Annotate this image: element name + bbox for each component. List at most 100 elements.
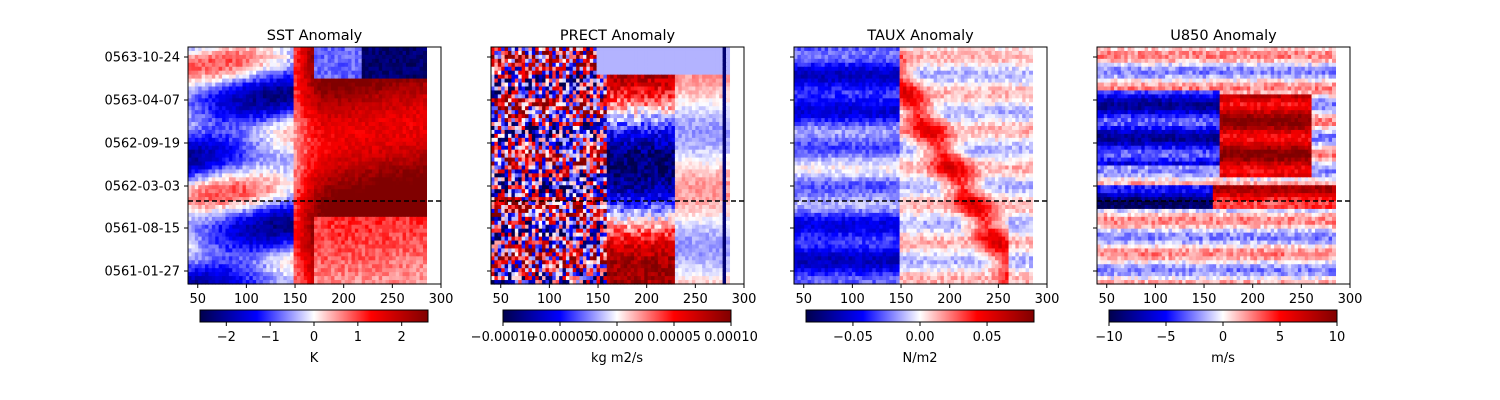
heatmap-cell <box>501 50 506 56</box>
heatmap-cell <box>249 50 254 56</box>
heatmap-cell <box>269 185 274 190</box>
heatmap-cell <box>314 165 319 171</box>
heatmap-cell <box>188 161 193 167</box>
heatmap-cell <box>188 197 193 202</box>
heatmap-cell <box>228 240 233 246</box>
heatmap-cell <box>344 90 349 95</box>
heatmap-cell <box>341 82 346 88</box>
heatmap-cell <box>286 193 291 198</box>
heatmap-cell <box>262 193 267 198</box>
heatmap-cell <box>239 216 244 222</box>
heatmap-cell <box>348 153 353 159</box>
heatmap-cell <box>545 78 550 84</box>
heatmap-cell <box>341 58 346 64</box>
heatmap-cell <box>647 86 652 92</box>
heatmap-cell <box>344 58 349 64</box>
heatmap-cell <box>211 173 216 178</box>
heatmap-cell <box>283 224 288 230</box>
heatmap-cell <box>276 141 281 147</box>
heatmap-cell <box>266 133 271 139</box>
heatmap-cell <box>266 114 271 119</box>
heatmap-cell <box>603 70 608 76</box>
heatmap-cell <box>317 86 322 92</box>
heatmap-cell <box>412 220 417 226</box>
heatmap-cell <box>290 236 295 242</box>
heatmap-cell <box>198 260 203 265</box>
heatmap-cell <box>320 137 325 143</box>
heatmap-cell <box>494 74 499 80</box>
heatmap-cell <box>245 161 250 167</box>
heatmap-cell <box>392 114 397 119</box>
heatmap-cell <box>256 244 261 250</box>
heatmap-cell <box>303 220 308 226</box>
heatmap-cell <box>708 58 713 64</box>
heatmap-cell <box>296 66 301 72</box>
heatmap-cell <box>211 212 216 218</box>
heatmap-cell <box>259 216 264 222</box>
heatmap-cell <box>423 236 428 242</box>
heatmap-cell <box>719 78 724 84</box>
heatmap-cell <box>198 47 203 52</box>
heatmap-cell <box>348 145 353 151</box>
heatmap-cell <box>310 58 315 64</box>
heatmap-cell <box>245 232 250 238</box>
heatmap-cell <box>508 82 513 88</box>
heatmap-cell <box>320 169 325 174</box>
heatmap-cell <box>327 268 332 273</box>
heatmap-cell <box>208 236 213 242</box>
heatmap-cell <box>555 74 560 80</box>
heatmap-cell <box>242 165 247 171</box>
heatmap-cell <box>388 82 393 88</box>
heatmap-cell <box>409 86 414 92</box>
heatmap-cell <box>194 260 199 265</box>
heatmap-cell <box>320 236 325 242</box>
heatmap-cell <box>399 280 404 285</box>
heatmap-cell <box>361 216 366 222</box>
heatmap-cell <box>657 58 662 64</box>
heatmap-cell <box>579 74 584 80</box>
heatmap-cell <box>348 185 353 190</box>
heatmap-cell <box>423 205 428 210</box>
heatmap-cell <box>640 50 645 56</box>
heatmap-cell <box>218 58 223 64</box>
heatmap-cell <box>334 54 339 60</box>
heatmap-cell <box>494 50 499 56</box>
heatmap-cell <box>395 236 400 242</box>
heatmap-cell <box>525 78 530 84</box>
heatmap-cell <box>538 70 543 76</box>
heatmap-cell <box>368 133 373 139</box>
heatmap-cell <box>392 110 397 115</box>
heatmap-cell <box>324 149 329 155</box>
heatmap-cell <box>392 264 397 269</box>
heatmap-cell <box>205 153 210 159</box>
heatmap-cell <box>368 224 373 230</box>
heatmap-cell <box>317 106 322 111</box>
heatmap-cell <box>188 212 193 218</box>
heatmap-cell <box>259 181 264 186</box>
heatmap-cell <box>334 114 339 119</box>
heatmap-cell <box>208 240 213 246</box>
heatmap-cell <box>191 208 196 214</box>
heatmap-cell <box>262 220 267 226</box>
heatmap-cell <box>283 153 288 159</box>
heatmap-cell <box>300 224 305 230</box>
heatmap-cell <box>368 141 373 147</box>
heatmap-cell <box>235 82 240 88</box>
heatmap-cell <box>337 110 342 115</box>
heatmap-cell <box>215 98 220 103</box>
heatmap-cell <box>239 62 244 68</box>
heatmap-cell <box>375 264 380 269</box>
heatmap-cell <box>307 216 312 222</box>
heatmap-cell <box>494 62 499 68</box>
heatmap-cell <box>559 86 564 92</box>
heatmap-cell <box>603 78 608 84</box>
heatmap-cell <box>201 58 206 64</box>
heatmap-cell <box>327 276 332 281</box>
heatmap-cell <box>409 62 414 68</box>
heatmap-cell <box>365 78 370 84</box>
heatmap-cell <box>191 94 196 99</box>
heatmap-cell <box>698 54 703 60</box>
heatmap-cell <box>228 153 233 159</box>
heatmap-cell <box>293 252 298 257</box>
heatmap-cell <box>395 201 400 206</box>
